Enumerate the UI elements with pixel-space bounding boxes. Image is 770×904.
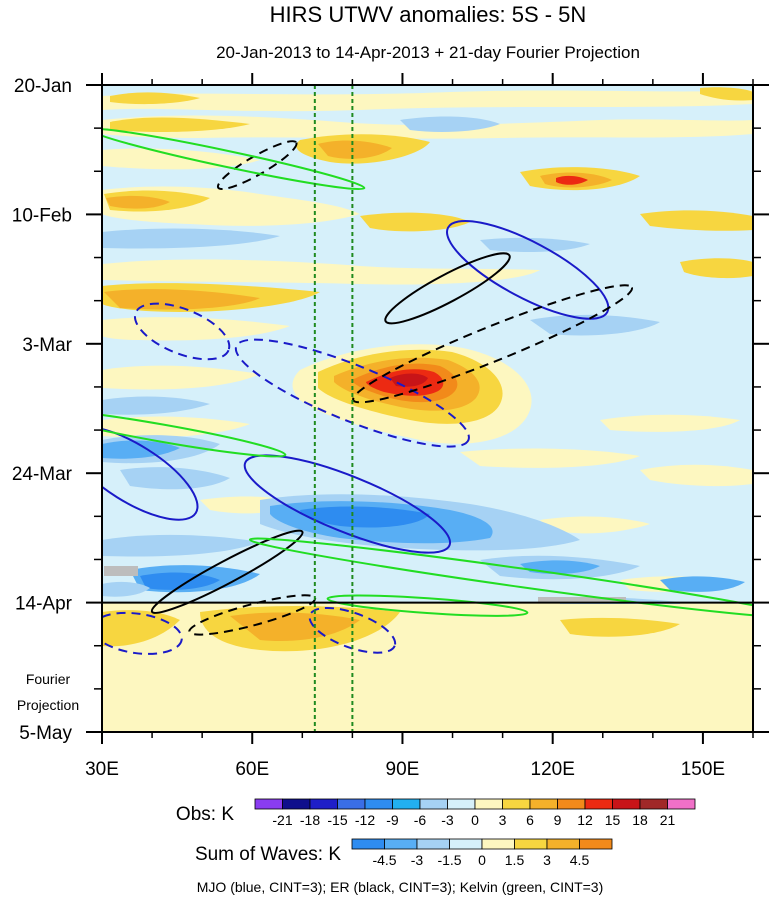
- wave-legend-level--1.5: -1.5: [437, 852, 461, 868]
- x-tick-label-150E: 150E: [681, 759, 725, 780]
- y-tick-label-5-May: 5-May: [19, 723, 72, 744]
- wave-legend-swatch-6: [514, 838, 548, 850]
- mjo-contour-4: [102, 425, 199, 521]
- obs-legend-level--3: -3: [441, 812, 454, 828]
- obs-legend-swatch-2: [282, 798, 311, 810]
- obs-legend-level--15: -15: [327, 812, 347, 828]
- plot-frame: [101, 84, 754, 733]
- obs-legend-level-21: 21: [660, 812, 676, 828]
- wave-legend-level-0: 0: [478, 852, 486, 868]
- obs-legend: Obs: K -21 -18 -15 -12 -9 -6 -3 0 3 6 9 12 15 18 21: [176, 798, 696, 828]
- mjo-contour-1: [446, 219, 610, 320]
- mjo-contour-6: [102, 611, 183, 655]
- obs-legend-swatch-3: [309, 798, 338, 810]
- plot-area: [102, 85, 753, 732]
- wave-legend-swatch-7: [546, 838, 580, 850]
- obs-legend-swatch-6: [392, 798, 421, 810]
- obs-legend-level-18: 18: [632, 812, 648, 828]
- obs-legend-swatch-11: [529, 798, 558, 810]
- mjo-contour-2: [133, 302, 231, 361]
- obs-legend-level-9: 9: [554, 812, 562, 828]
- mjo-contour-3: [234, 338, 470, 448]
- kelvin-contour-2: [102, 408, 287, 458]
- wave-legend-level-1.5: 1.5: [505, 852, 525, 868]
- obs-legend-level-12: 12: [577, 812, 593, 828]
- obs-legend-swatch-5: [364, 798, 393, 810]
- kelvin-contour-3: [248, 537, 753, 619]
- x-axis: 30E 60E 90E 120E 150E: [85, 73, 754, 780]
- obs-legend-swatch-4: [337, 798, 366, 810]
- obs-legend-level-15: 15: [605, 812, 621, 828]
- wave-legend-swatch-1: [351, 838, 385, 850]
- obs-legend-swatch-1: [254, 798, 283, 810]
- x-tick-label-30E: 30E: [85, 759, 119, 780]
- obs-legend-swatch-7: [419, 798, 448, 810]
- y-tick-label-3-Mar: 3-Mar: [22, 335, 72, 356]
- wave-legend-level--3: -3: [411, 852, 424, 868]
- wave-legend-swatch-8: [579, 838, 613, 850]
- obs-legend-swatch-13: [584, 798, 613, 810]
- obs-legend-level-3: 3: [499, 812, 507, 828]
- anomaly-field: [102, 87, 753, 665]
- obs-legend-swatch-8: [447, 798, 476, 810]
- obs-legend-swatch-12: [557, 798, 586, 810]
- obs-legend-swatch-10: [502, 798, 531, 810]
- y-tick-label-20-Jan: 20-Jan: [14, 76, 72, 97]
- er-contour-2: [384, 252, 511, 325]
- y-tick-label-24-Mar: 24-Mar: [12, 464, 73, 485]
- projection-label-line2: Projection: [17, 697, 79, 713]
- kelvin-contour-4: [326, 594, 529, 617]
- wave-legend-level-3: 3: [543, 852, 551, 868]
- projection-label-line1: Fourier: [26, 671, 71, 687]
- chart-subtitle: 20-Jan-2013 to 14-Apr-2013 + 21-day Four…: [216, 43, 640, 62]
- obs-legend-swatch-15: [639, 798, 668, 810]
- wave-legend-level-4.5: 4.5: [570, 852, 590, 868]
- obs-legend-level--21: -21: [272, 812, 292, 828]
- y-axis: 20-Jan 10-Feb 3-Mar 24-Mar 14-Apr 5-May: [12, 76, 769, 744]
- er-contour-4: [150, 529, 304, 614]
- chart-title: HIRS UTWV anomalies: 5S - 5N: [270, 2, 587, 27]
- mjo-contour-5: [243, 454, 452, 554]
- obs-legend-level--9: -9: [386, 812, 399, 828]
- wave-legend-swatch-4: [449, 838, 483, 850]
- wave-legend-swatch-2: [384, 838, 418, 850]
- obs-legend-level-0: 0: [471, 812, 479, 828]
- wave-legend-swatch-3: [416, 838, 450, 850]
- obs-legend-level--6: -6: [414, 812, 427, 828]
- kelvin-contour-1: [102, 127, 366, 191]
- x-tick-label-120E: 120E: [531, 759, 575, 780]
- contour-note: MJO (blue, CINT=3); ER (black, CINT=3); …: [197, 879, 604, 895]
- obs-legend-level-6: 6: [526, 812, 534, 828]
- reference-lines: [313, 85, 354, 732]
- x-tick-label-90E: 90E: [386, 759, 420, 780]
- wave-legend-level--4.5: -4.5: [372, 852, 396, 868]
- obs-legend-level--12: -12: [355, 812, 375, 828]
- x-tick-label-60E: 60E: [235, 759, 269, 780]
- obs-legend-swatch-14: [612, 798, 641, 810]
- obs-legend-label: Obs: K: [176, 804, 234, 825]
- obs-legend-swatch-16: [667, 798, 696, 810]
- obs-legend-level--18: -18: [300, 812, 320, 828]
- wave-legend-label: Sum of Waves: K: [195, 844, 341, 865]
- obs-legend-swatch-9: [474, 798, 503, 810]
- y-tick-label-10-Feb: 10-Feb: [12, 205, 72, 226]
- wave-legend: Sum of Waves: K -4.5 -3 -1.5 0 1.5 3 4.5: [195, 838, 613, 868]
- wave-legend-swatch-5: [481, 838, 515, 850]
- wave-contours: [102, 127, 753, 655]
- y-tick-label-14-Apr: 14-Apr: [15, 594, 73, 615]
